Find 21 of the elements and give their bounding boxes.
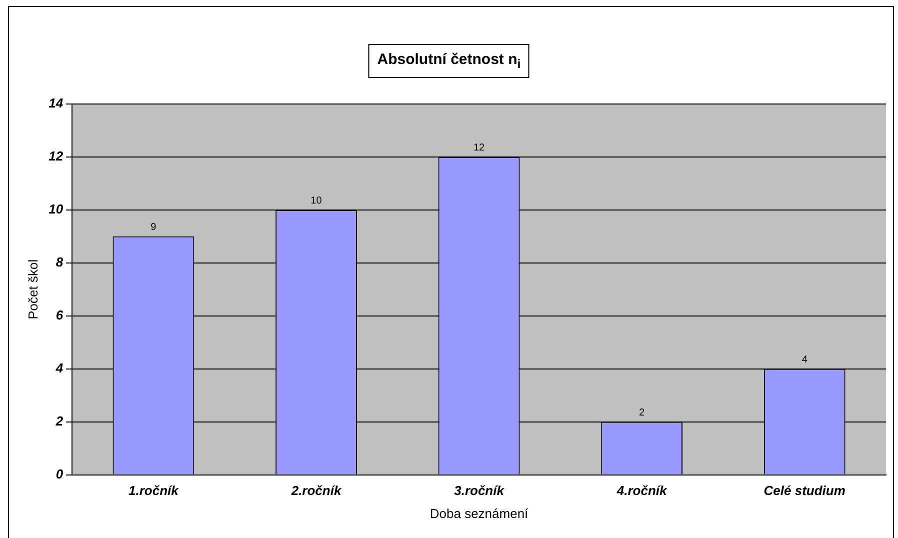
x-tick-label: Celé studium xyxy=(764,483,846,498)
y-tick-label: 12 xyxy=(48,148,64,164)
y-tick-label: 10 xyxy=(48,202,64,217)
x-tick-label: 1.ročník xyxy=(128,483,180,498)
y-axis-title: Počet škol xyxy=(25,259,40,320)
y-tick-label: 4 xyxy=(54,360,64,376)
data-label: 2 xyxy=(639,408,646,419)
data-label: 4 xyxy=(802,354,808,366)
y-tick-label: 2 xyxy=(54,413,64,428)
x-tick-label: 2.ročník xyxy=(290,483,342,498)
data-label: 10 xyxy=(310,196,322,207)
x-tick-label: 3.ročník xyxy=(454,483,505,498)
x-tick-label: 4.ročník xyxy=(616,483,668,498)
data-label: 12 xyxy=(473,142,486,154)
y-tick-label: 6 xyxy=(56,307,64,322)
data-label: 9 xyxy=(150,222,157,234)
y-tick-label: 0 xyxy=(56,466,64,482)
y-tick-label: 8 xyxy=(56,254,64,270)
x-axis-title: Doba seznámení xyxy=(430,506,529,521)
chart-title: Absolutní četnost n$_{i}$ xyxy=(368,44,530,78)
y-tick-label: 14 xyxy=(48,96,64,111)
